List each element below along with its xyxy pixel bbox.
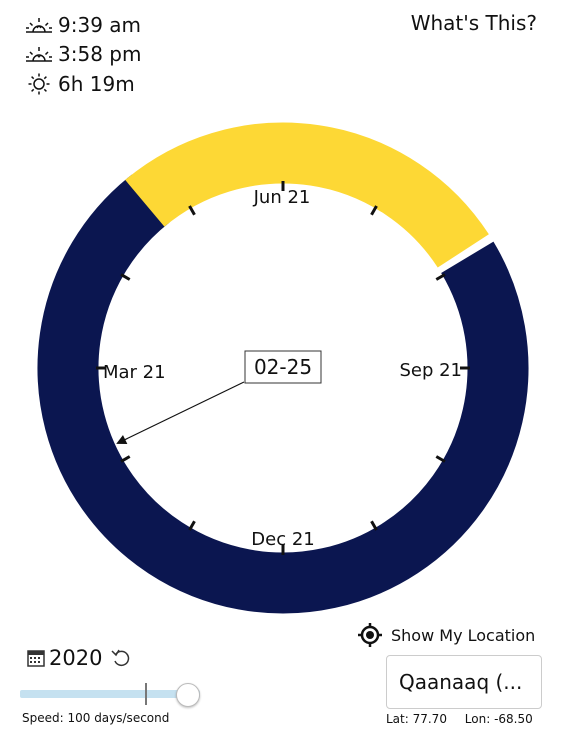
month-label-jun: Jun 21	[253, 187, 311, 208]
reset-icon[interactable]	[110, 647, 132, 669]
month-tick	[188, 520, 196, 531]
month-tick	[435, 273, 446, 281]
longitude: Lon: -68.50	[464, 712, 533, 726]
sunrise-time: 9:39 am	[58, 13, 142, 37]
month-label-dec: Dec 21	[251, 529, 314, 550]
year-row: 2020	[27, 646, 132, 670]
calendar-icon[interactable]	[27, 649, 45, 667]
speed-label: Speed: 100 days/second	[22, 711, 170, 725]
coordinates: Lat: 77.70 Lon: -68.50	[386, 712, 533, 726]
year-dial[interactable]: Jun 21 Sep 21 Dec 21 Mar 21 02-25	[0, 0, 565, 640]
show-location-button[interactable]: Show My Location	[357, 622, 535, 648]
sunset-time: 3:58 pm	[58, 42, 142, 66]
month-tick	[120, 273, 131, 281]
night-arc	[37, 174, 529, 614]
show-location-label: Show My Location	[391, 625, 536, 645]
day-length-row: 6h 19m	[24, 71, 135, 97]
year-value[interactable]: 2020	[49, 646, 103, 670]
sunrise-icon	[26, 18, 52, 33]
current-date: 02-25	[254, 355, 312, 379]
month-tick	[370, 205, 378, 216]
sunset-icon	[26, 47, 52, 62]
date-pointer-arrow	[116, 381, 245, 445]
sun-icon	[28, 73, 50, 95]
slider-track[interactable]	[20, 690, 200, 698]
month-ticks	[96, 181, 470, 555]
day-arc	[125, 122, 489, 268]
location-name: Qaanaaq (...	[399, 670, 523, 694]
sunset-row: 3:58 pm	[24, 41, 141, 67]
whats-this-link[interactable]: What's This?	[410, 11, 537, 35]
location-selector[interactable]: Qaanaaq (...	[386, 655, 542, 709]
speed-slider[interactable]	[20, 680, 200, 708]
month-tick	[188, 205, 196, 216]
latitude: Lat: 77.70	[386, 712, 447, 726]
day-length: 6h 19m	[58, 72, 135, 96]
month-tick	[435, 455, 446, 463]
month-label-mar: Mar 21	[103, 362, 166, 383]
crosshair-icon	[358, 623, 382, 647]
month-tick	[120, 455, 131, 463]
slider-marker	[145, 683, 147, 705]
date-box	[244, 350, 322, 384]
month-tick	[370, 520, 378, 531]
month-label-sep: Sep 21	[399, 360, 462, 381]
sunrise-row: 9:39 am	[24, 12, 141, 38]
slider-thumb[interactable]	[176, 683, 200, 707]
